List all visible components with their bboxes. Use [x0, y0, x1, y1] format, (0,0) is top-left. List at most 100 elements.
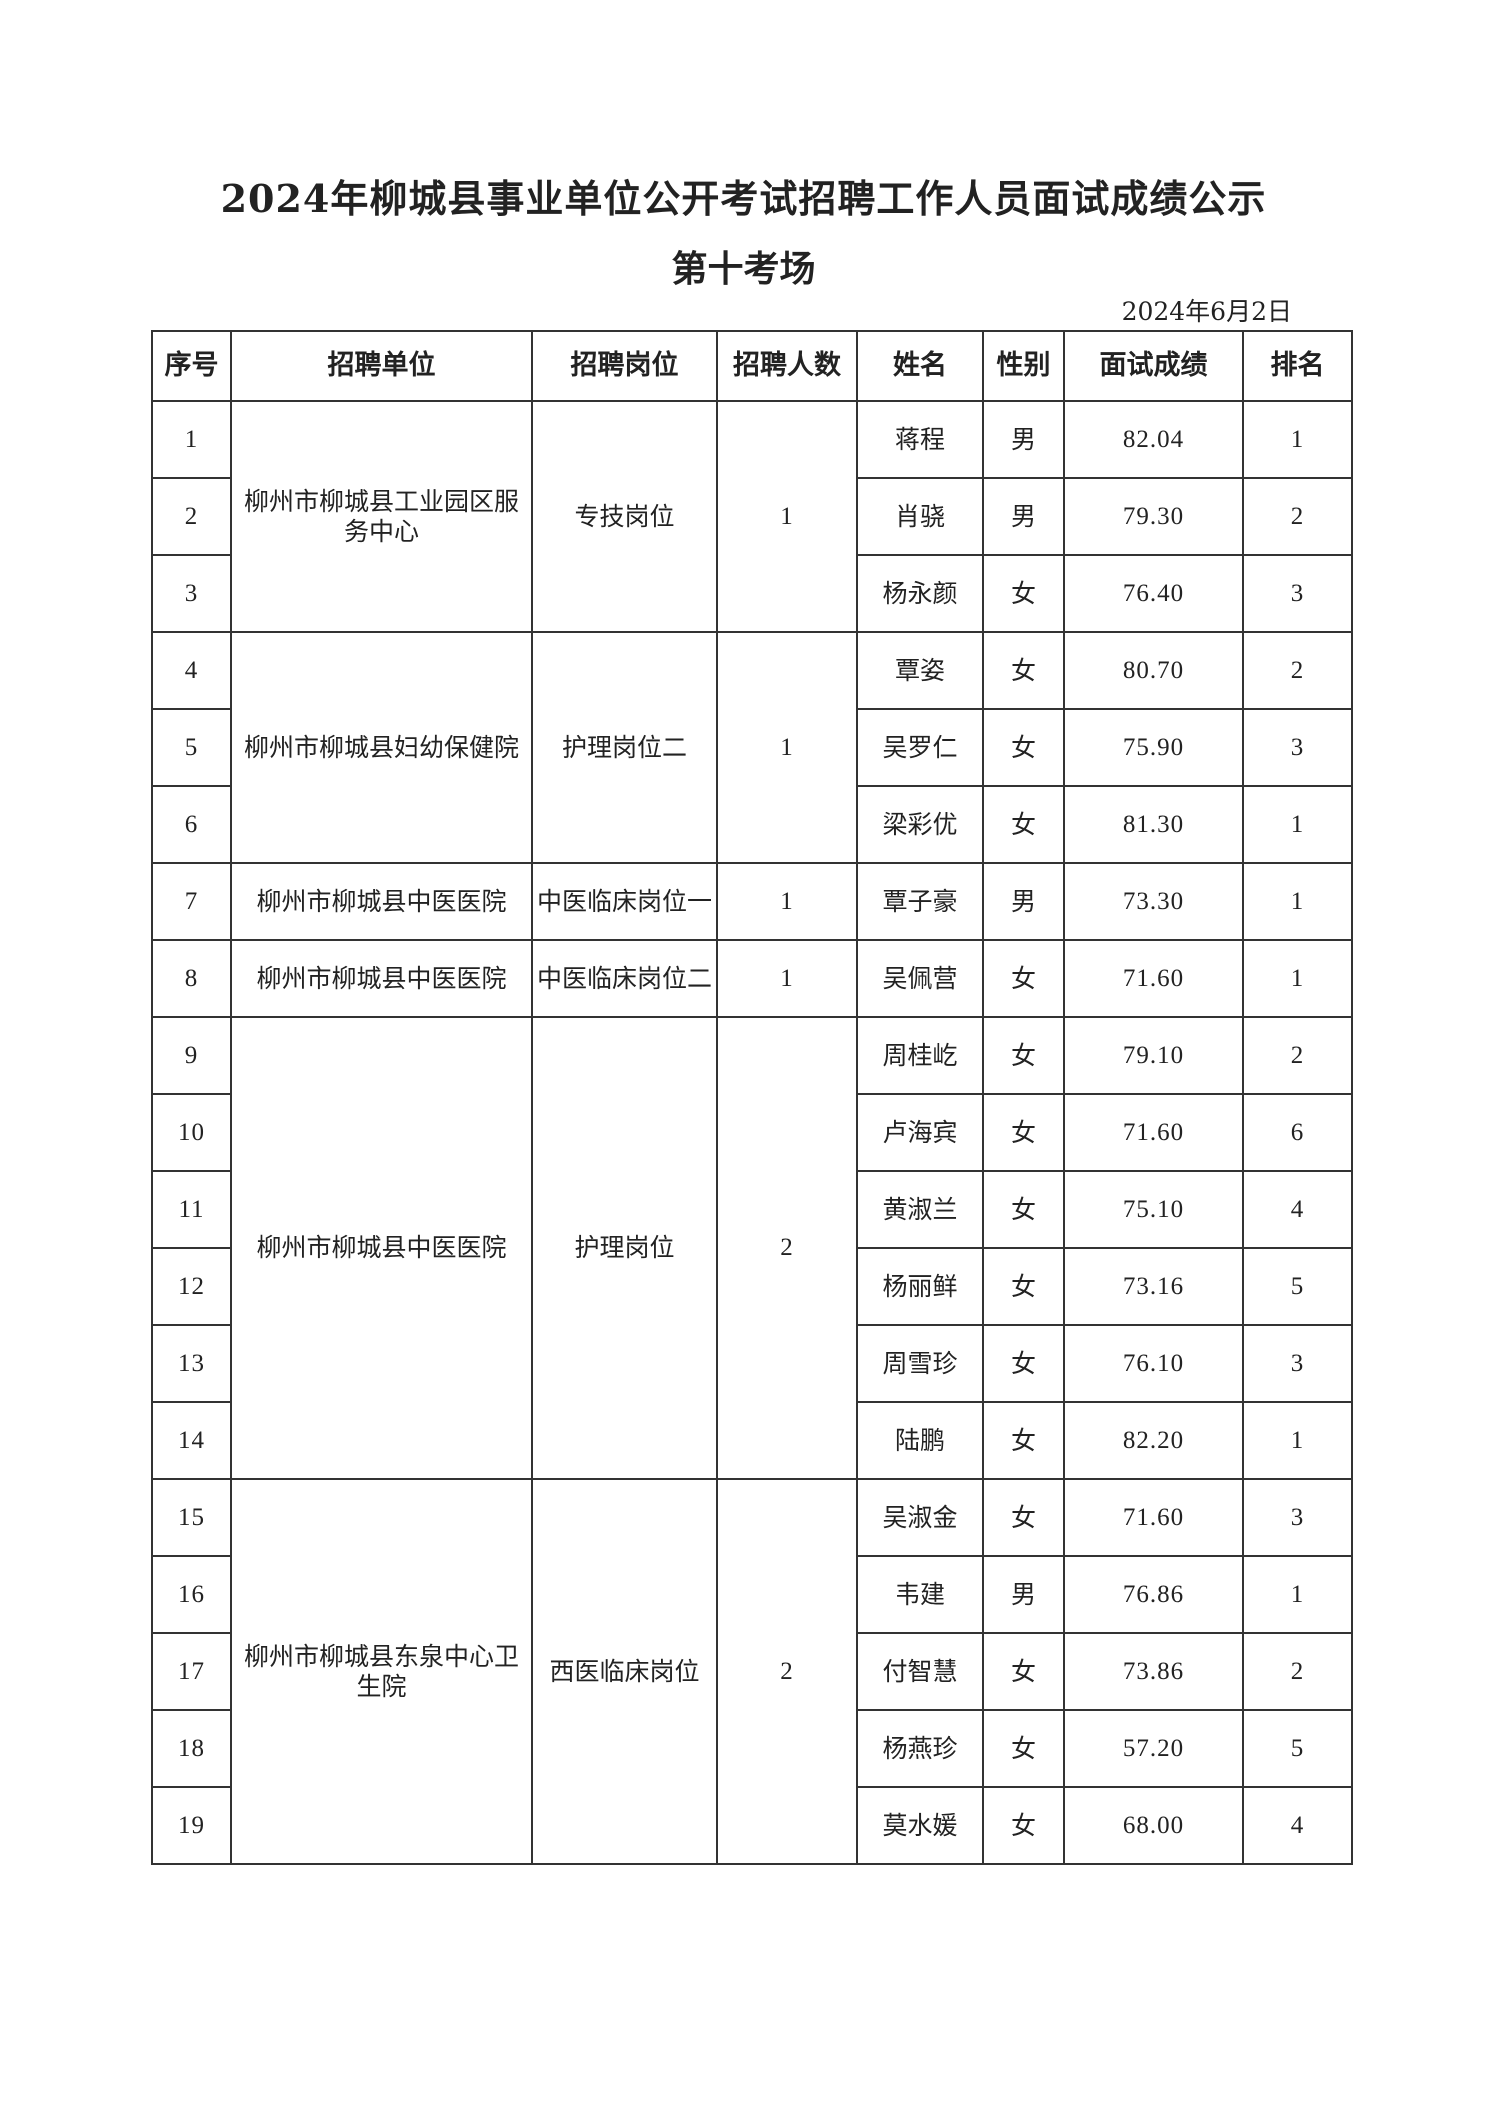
- rank: 2: [1242, 631, 1353, 710]
- row-number: 6: [151, 785, 232, 864]
- interview-score: 71.60: [1063, 1093, 1244, 1172]
- recruit-count: 2: [716, 1016, 858, 1480]
- candidate-gender: 男: [982, 1555, 1065, 1634]
- recruit-count: 1: [716, 400, 858, 633]
- row-number: 9: [151, 1016, 232, 1095]
- interview-score: 82.04: [1063, 400, 1244, 479]
- interview-score: 73.30: [1063, 862, 1244, 941]
- interview-score: 73.16: [1063, 1247, 1244, 1326]
- recruiting-unit: 柳州市柳城县中医医院: [230, 939, 533, 1018]
- candidate-name: 吴佩营: [856, 939, 984, 1018]
- candidate-gender: 女: [982, 708, 1065, 787]
- interview-score: 68.00: [1063, 1786, 1244, 1865]
- candidate-name: 付智慧: [856, 1632, 984, 1711]
- row-number: 5: [151, 708, 232, 787]
- rank: 2: [1242, 477, 1353, 556]
- interview-score: 76.86: [1063, 1555, 1244, 1634]
- col-header-score: 面试成绩: [1063, 330, 1244, 402]
- candidate-name: 杨燕珍: [856, 1709, 984, 1788]
- recruiting-position: 西医临床岗位: [531, 1478, 718, 1865]
- rank: 1: [1242, 939, 1353, 1018]
- table-row: 5 吴罗仁女 75.90 3: [151, 708, 1353, 787]
- table-row: 6 梁彩优女 81.30 1: [151, 785, 1353, 864]
- interview-score: 73.86: [1063, 1632, 1244, 1711]
- candidate-gender: 女: [982, 1401, 1065, 1480]
- recruit-count: 2: [716, 1478, 858, 1865]
- candidate-name: 吴淑金: [856, 1478, 984, 1557]
- interview-score: 75.90: [1063, 708, 1244, 787]
- recruiting-position: 护理岗位: [531, 1016, 718, 1480]
- col-header-unit: 招聘单位: [230, 330, 533, 402]
- rank: 3: [1242, 1478, 1353, 1557]
- candidate-gender: 女: [982, 1709, 1065, 1788]
- candidate-name: 韦建: [856, 1555, 984, 1634]
- candidate-gender: 男: [982, 477, 1065, 556]
- row-number: 2: [151, 477, 232, 556]
- candidate-gender: 女: [982, 631, 1065, 710]
- col-header-name: 姓名: [856, 330, 984, 402]
- row-number: 10: [151, 1093, 232, 1172]
- interview-score: 57.20: [1063, 1709, 1244, 1788]
- candidate-name: 周桂屹: [856, 1016, 984, 1095]
- candidate-name: 覃姿: [856, 631, 984, 710]
- rank: 4: [1242, 1786, 1353, 1865]
- recruiting-position: 专技岗位: [531, 400, 718, 633]
- recruiting-unit: 柳州市柳城县中医医院: [230, 1016, 533, 1480]
- rank: 3: [1242, 554, 1353, 633]
- row-number: 8: [151, 939, 232, 1018]
- rank: 2: [1242, 1016, 1353, 1095]
- table-row: 7 柳州市柳城县中医医院 中医临床岗位一 1 覃子豪男 73.30 1: [151, 862, 1353, 941]
- rank: 3: [1242, 708, 1353, 787]
- rank: 5: [1242, 1709, 1353, 1788]
- candidate-name: 覃子豪: [856, 862, 984, 941]
- row-number: 15: [151, 1478, 232, 1557]
- row-number: 4: [151, 631, 232, 710]
- candidate-gender: 女: [982, 1478, 1065, 1557]
- rank: 1: [1242, 400, 1353, 479]
- publish-date: 2024年6月2日: [1121, 297, 1292, 326]
- candidate-name: 肖骁: [856, 477, 984, 556]
- interview-score: 79.10: [1063, 1016, 1244, 1095]
- recruiting-position: 中医临床岗位一: [531, 862, 718, 941]
- candidate-gender: 女: [982, 1170, 1065, 1249]
- recruiting-unit: 柳州市柳城县妇幼保健院: [230, 631, 533, 864]
- candidate-name: 蒋程: [856, 400, 984, 479]
- rank: 3: [1242, 1324, 1353, 1403]
- row-number: 3: [151, 554, 232, 633]
- recruiting-position: 中医临床岗位二: [531, 939, 718, 1018]
- table-row: 19 莫水媛女 68.00 4: [151, 1786, 1353, 1865]
- table-row: 17 付智慧女 73.86 2: [151, 1632, 1353, 1711]
- col-header-position: 招聘岗位: [531, 330, 718, 402]
- rank: 4: [1242, 1170, 1353, 1249]
- candidate-name: 杨永颜: [856, 554, 984, 633]
- row-number: 16: [151, 1555, 232, 1634]
- row-number: 11: [151, 1170, 232, 1249]
- row-number: 17: [151, 1632, 232, 1711]
- col-header-no: 序号: [151, 330, 232, 402]
- recruit-count: 1: [716, 862, 858, 941]
- rank: 1: [1242, 785, 1353, 864]
- candidate-name: 吴罗仁: [856, 708, 984, 787]
- table-row: 13 周雪珍女 76.10 3: [151, 1324, 1353, 1403]
- table-body: 1 柳州市柳城县工业园区服务中心 专技岗位 1 蒋程男 82.04 1 2 肖骁男 79.30 2 3…: [151, 400, 1353, 1865]
- recruiting-unit: 柳州市柳城县东泉中心卫生院: [230, 1478, 533, 1865]
- rank: 5: [1242, 1247, 1353, 1326]
- table-row: 11 黄淑兰女 75.10 4: [151, 1170, 1353, 1249]
- candidate-gender: 女: [982, 939, 1065, 1018]
- col-header-count: 招聘人数: [716, 330, 858, 402]
- row-number: 12: [151, 1247, 232, 1326]
- table-row: 15 柳州市柳城县东泉中心卫生院 西医临床岗位 2 吴淑金女 71.60 3: [151, 1478, 1353, 1865]
- rank: 1: [1242, 1401, 1353, 1480]
- table-row: 8 柳州市柳城县中医医院 中医临床岗位二 1 吴佩营女 71.60 1: [151, 939, 1353, 1018]
- rank: 6: [1242, 1093, 1353, 1172]
- table-row: 1 柳州市柳城县工业园区服务中心 专技岗位 1 蒋程男 82.04 1: [151, 400, 1353, 633]
- row-number: 1: [151, 400, 232, 479]
- row-number: 19: [151, 1786, 232, 1865]
- recruiting-unit: 柳州市柳城县工业园区服务中心: [230, 400, 533, 633]
- table-row: 4 柳州市柳城县妇幼保健院 护理岗位二 1 覃姿女 80.70 2: [151, 631, 1353, 864]
- candidate-gender: 女: [982, 785, 1065, 864]
- candidate-gender: 女: [982, 1324, 1065, 1403]
- table-row: 14 陆鹏女 82.20 1: [151, 1401, 1353, 1480]
- candidate-name: 杨丽鲜: [856, 1247, 984, 1326]
- exam-room-subtitle: 第十考场: [671, 248, 816, 290]
